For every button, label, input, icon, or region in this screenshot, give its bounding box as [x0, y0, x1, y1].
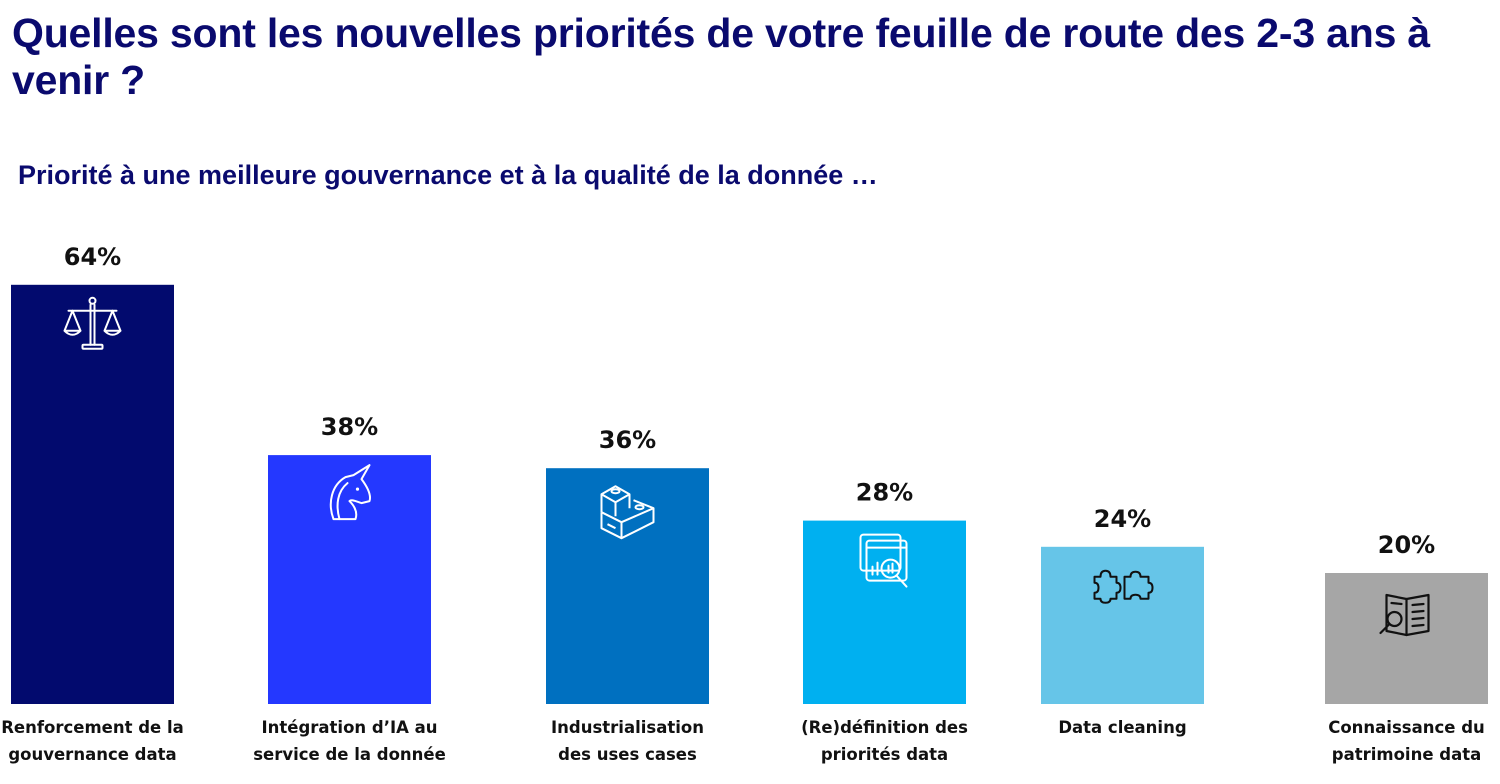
book-search-icon [1379, 593, 1430, 637]
scales-of-justice-icon [63, 296, 122, 350]
data-label-1: 64% [64, 243, 121, 271]
page-subtitle: Priorité à une meilleure gouvernance et … [18, 160, 878, 190]
bar-3 [546, 468, 709, 704]
unicorn-icon [329, 464, 371, 521]
bar-1 [11, 284, 174, 704]
category-label-6: Connaissance du patrimoine data [1328, 718, 1485, 764]
data-label-3: 36% [599, 426, 656, 454]
bar-6 [1325, 573, 1488, 704]
data-label-4: 28% [856, 479, 913, 507]
page-title: Quelles sont les nouvelles priorités de … [12, 10, 1430, 103]
data-analysis-magnifier-icon [859, 533, 908, 588]
bar-2 [268, 455, 431, 704]
category-label-5: Data cleaning [1058, 718, 1186, 737]
data-label-5: 24% [1094, 505, 1151, 533]
category-label-4: (Re)définition des priorités data [801, 718, 968, 764]
data-label-6: 20% [1378, 531, 1435, 559]
category-label-1: Renforcement de la gouvernance data [1, 718, 184, 764]
bar-5 [1041, 546, 1204, 704]
puzzle-pieces-icon [1093, 569, 1154, 604]
building-blocks-icon [600, 485, 655, 540]
category-label-3: Industrialisation des uses cases [551, 718, 704, 764]
bar-4 [803, 520, 966, 704]
data-label-2: 38% [321, 413, 378, 441]
category-label-2: Intégration d’IA au service de la donnée [253, 718, 446, 764]
